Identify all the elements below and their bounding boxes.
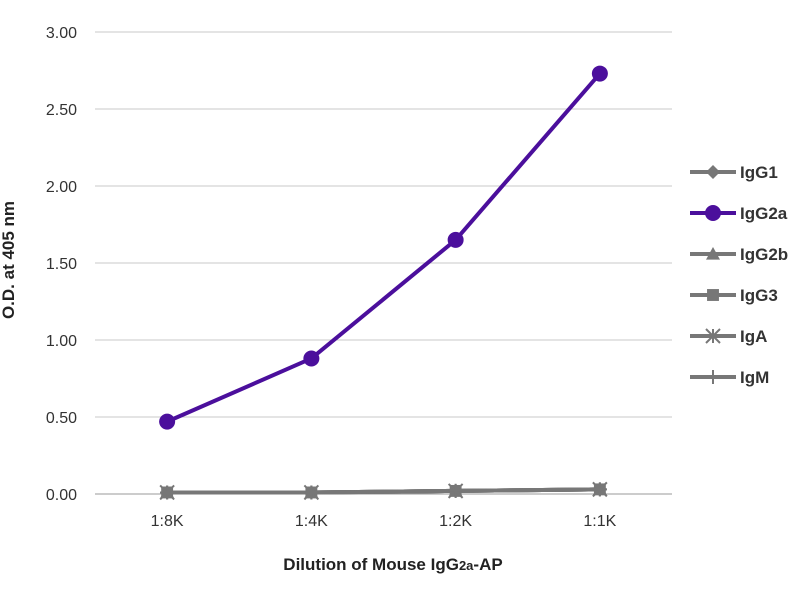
legend-item: IgG1 (690, 163, 778, 182)
legend-label: IgM (740, 368, 769, 387)
data-point (303, 350, 320, 367)
data-point (447, 231, 464, 248)
legend-item: IgG3 (690, 286, 778, 305)
legend-marker (706, 370, 720, 384)
series-igg2a (159, 65, 608, 430)
x-axis-label-suffix: -AP (473, 555, 502, 574)
x-tick-label: 1:2K (439, 513, 472, 530)
legend-marker (705, 205, 721, 221)
legend-item: IgM (690, 368, 769, 387)
series-line (166, 72, 602, 424)
x-axis-ticks: 1:8K 1:4K 1:2K 1:1K (151, 513, 617, 530)
legend-label: IgG2a (740, 204, 788, 223)
x-axis-label: Dilution of Mouse IgG2a-AP (283, 555, 502, 574)
y-tick-label: 3.00 (46, 25, 77, 42)
legend-marker (706, 247, 720, 260)
y-tick-label: 2.00 (46, 179, 77, 196)
data-point (160, 485, 175, 500)
gridlines (95, 31, 672, 495)
x-tick-label: 1:1K (583, 513, 616, 530)
series-igm (160, 482, 607, 500)
y-axis-label: O.D. at 405 nm (0, 201, 18, 319)
legend-marker (705, 328, 721, 344)
x-axis-label-subscript: 2a (459, 558, 474, 573)
legend: IgG1 IgG2a IgG2b IgG3 IgA IgM (690, 163, 788, 387)
data-point (304, 485, 319, 500)
y-axis-ticks: 0.00 0.50 1.00 1.50 2.00 2.50 3.00 (46, 25, 77, 504)
x-axis-label-main: Dilution of Mouse IgG (283, 555, 459, 574)
y-tick-label: 1.50 (46, 256, 77, 273)
legend-marker (706, 165, 720, 179)
legend-item: IgA (690, 327, 767, 346)
legend-label: IgG2b (740, 245, 788, 264)
data-point (448, 483, 463, 498)
y-tick-label: 2.50 (46, 102, 77, 119)
series-lines (159, 65, 608, 501)
x-tick-label: 1:4K (295, 513, 328, 530)
data-point (159, 413, 176, 430)
x-tick-label: 1:8K (151, 513, 184, 530)
data-point (592, 482, 607, 497)
legend-label: IgG1 (740, 163, 778, 182)
y-tick-label: 0.50 (46, 410, 77, 427)
y-tick-label: 0.00 (46, 487, 77, 504)
legend-label: IgG3 (740, 286, 778, 305)
series-line (167, 487, 600, 495)
legend-marker (707, 289, 719, 301)
y-tick-label: 1.00 (46, 333, 77, 350)
legend-item: IgG2a (690, 204, 788, 223)
legend-item: IgG2b (690, 245, 788, 264)
data-point (591, 65, 608, 82)
legend-label: IgA (740, 327, 767, 346)
